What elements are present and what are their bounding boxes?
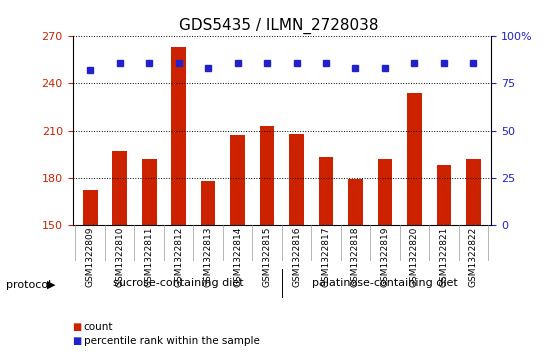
Bar [436,165,451,225]
Text: GDS5435 / ILMN_2728038: GDS5435 / ILMN_2728038 [179,18,379,34]
Bar [348,179,363,225]
Bar [171,47,186,225]
Text: GSM1322815: GSM1322815 [263,227,272,287]
Text: GSM1322814: GSM1322814 [233,227,242,287]
Text: palatinose-containing diet: palatinose-containing diet [312,278,458,288]
Bar [259,126,275,225]
Text: protocol: protocol [6,280,51,290]
Text: ■: ■ [73,322,82,332]
Text: ■: ■ [73,336,82,346]
Bar [142,159,157,225]
Text: GSM1322822: GSM1322822 [469,227,478,287]
Bar [230,135,245,225]
Text: GSM1322811: GSM1322811 [145,227,153,287]
Text: GSM1322820: GSM1322820 [410,227,419,287]
Text: ▶: ▶ [47,280,56,290]
Bar [201,181,215,225]
Text: GSM1322818: GSM1322818 [351,227,360,287]
Text: GSM1322821: GSM1322821 [439,227,449,287]
Bar [289,134,304,225]
Bar [83,191,98,225]
Text: count: count [84,322,113,332]
Text: GSM1322812: GSM1322812 [174,227,183,287]
Bar [466,159,481,225]
Text: GSM1322813: GSM1322813 [204,227,213,287]
Bar [407,93,422,225]
Text: percentile rank within the sample: percentile rank within the sample [84,336,259,346]
Bar [378,159,392,225]
Bar [319,158,333,225]
Text: GSM1322809: GSM1322809 [86,227,95,287]
Text: GSM1322819: GSM1322819 [381,227,389,287]
Text: GSM1322810: GSM1322810 [115,227,124,287]
Bar [112,151,127,225]
Text: GSM1322817: GSM1322817 [321,227,330,287]
Text: GSM1322816: GSM1322816 [292,227,301,287]
Text: sucrose-containing diet: sucrose-containing diet [113,278,244,288]
